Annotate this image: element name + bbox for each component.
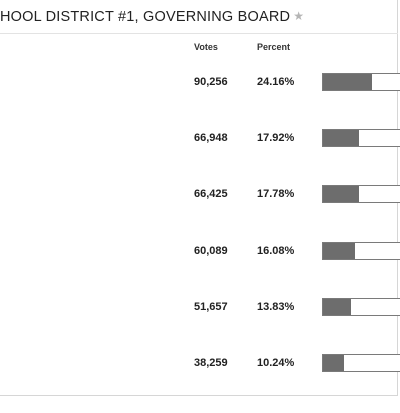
result-row: 66,425 17.78% xyxy=(0,185,400,244)
result-row: 38,259 10.24% xyxy=(0,354,400,413)
percent-bar xyxy=(322,354,400,372)
vote-count: 66,425 xyxy=(194,188,228,200)
vote-count: 66,948 xyxy=(194,132,228,144)
percent-bar-fill xyxy=(323,74,372,90)
results-panel: HOOL DISTRICT #1, GOVERNING BOARD ★ Votes… xyxy=(0,0,400,396)
vote-percent: 17.92% xyxy=(257,132,295,144)
percent-bar-fill xyxy=(323,355,344,371)
vote-count: 90,256 xyxy=(194,76,228,88)
star-icon[interactable]: ★ xyxy=(293,9,305,23)
result-row: 51,657 13.83% xyxy=(0,298,400,357)
vote-percent: 13.83% xyxy=(257,301,295,313)
vote-count: 38,259 xyxy=(194,357,228,369)
contest-title-text: HOOL DISTRICT #1, GOVERNING BOARD xyxy=(0,9,291,25)
percent-bar-fill xyxy=(323,186,359,202)
panel-header: HOOL DISTRICT #1, GOVERNING BOARD ★ xyxy=(0,0,398,34)
vote-percent: 17.78% xyxy=(257,188,295,200)
vote-percent: 24.16% xyxy=(257,76,295,88)
percent-bar xyxy=(322,129,400,147)
votes-column-header: Votes xyxy=(194,42,218,52)
percent-bar xyxy=(322,242,400,260)
percent-bar-fill xyxy=(323,243,356,259)
vote-count: 60,089 xyxy=(194,245,228,257)
percent-column-header: Percent xyxy=(257,42,291,52)
percent-bar xyxy=(322,185,400,203)
percent-bar xyxy=(322,73,400,91)
percent-bar-fill xyxy=(323,299,351,315)
vote-percent: 10.24% xyxy=(257,357,295,369)
vote-percent: 16.08% xyxy=(257,245,295,257)
result-row: 90,256 24.16% xyxy=(0,73,400,132)
result-row: 66,948 17.92% xyxy=(0,129,400,188)
percent-bar-fill xyxy=(323,130,360,146)
percent-bar xyxy=(322,298,400,316)
vote-count: 51,657 xyxy=(194,301,228,313)
contest-title: HOOL DISTRICT #1, GOVERNING BOARD ★ xyxy=(0,9,304,25)
result-row: 60,089 16.08% xyxy=(0,242,400,301)
